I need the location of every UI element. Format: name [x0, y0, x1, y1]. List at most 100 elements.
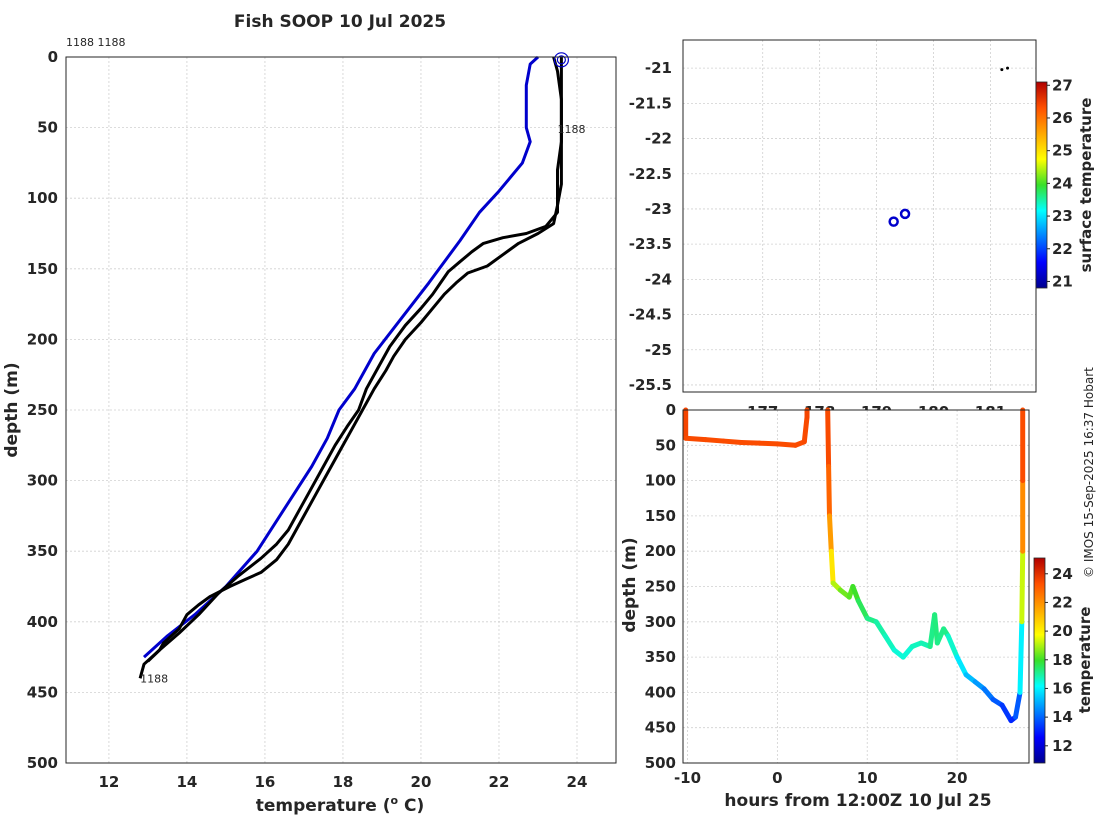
time-depth-y-tick-label: 300	[645, 613, 676, 631]
profile-down-line	[146, 57, 563, 663]
pass-2-segment	[828, 548, 836, 586]
map-y-tick-label: -23.5	[629, 235, 672, 253]
time-depth-y-tick-label: 450	[645, 719, 676, 737]
pass-2-segment	[945, 633, 960, 660]
pass-2-segment	[954, 654, 969, 678]
pass-2-segment	[1017, 619, 1025, 695]
map-track-dot	[1000, 68, 1004, 72]
map-y-tick-label: -22.5	[629, 165, 672, 183]
map-colorbar-tick-label: 27	[1052, 76, 1073, 94]
profile-x-tick-label: 14	[176, 773, 197, 791]
profile-y-tick-label: 450	[27, 683, 58, 701]
time-depth-y-tick-label: 350	[645, 648, 676, 666]
pass-2-segment	[999, 702, 1014, 724]
profile-axes-box	[65, 56, 617, 764]
map-y-tick-label: -24	[645, 270, 672, 288]
chart-title: Fish SOOP 10 Jul 2025	[234, 12, 446, 32]
map-y-tick-label: -22	[645, 130, 672, 148]
map-colorbar-tick-label: 24	[1052, 174, 1073, 192]
pass-2-segment	[873, 619, 888, 639]
temperature-colorbar-tick-label: 12	[1052, 737, 1073, 755]
pass-1-segment	[756, 440, 780, 447]
profile-up-line	[138, 56, 563, 679]
map-colorbar-tick-label: 26	[1052, 109, 1073, 127]
pass-2-segment	[826, 513, 834, 554]
profile-y-tick-label: 100	[27, 189, 58, 207]
map-colorbar	[1035, 81, 1048, 289]
profile-start-marker-inner	[556, 55, 566, 65]
pass-1-segment	[774, 441, 798, 448]
map-colorbar-tick-label: 25	[1052, 142, 1073, 160]
temperature-colorbar-tick-label: 16	[1052, 679, 1073, 697]
temperature-colorbar	[1033, 557, 1046, 764]
pass-2-segment	[826, 463, 832, 519]
profile-y-tick-label: 50	[37, 119, 58, 137]
time-depth-y-tick-label: 100	[645, 472, 676, 490]
profile-x-axis-label: temperature (o C)	[256, 794, 425, 816]
profile-annotation: 1188	[557, 123, 585, 136]
time-depth-y-tick-label: 250	[645, 578, 676, 596]
map-colorbar-tick-label: 21	[1052, 272, 1073, 290]
map-track-dot	[1006, 66, 1010, 70]
map-colorbar-tick-label: 22	[1052, 240, 1073, 258]
pass-2-segment	[1019, 548, 1026, 625]
time-depth-y-tick-label: 150	[645, 507, 676, 525]
map-colorbar-label: surface temperature	[1077, 98, 1095, 273]
time-depth-axes-box	[682, 409, 1030, 764]
profile-y-tick-label: 150	[27, 260, 58, 278]
profile-x-tick-label: 18	[333, 773, 354, 791]
profile-chart: Fish SOOP 10 Jul 2025 1188 1188 1188 1188…	[2, 12, 617, 816]
time-depth-x-tick-label: -10	[674, 769, 701, 787]
temperature-colorbar-tick-label: 20	[1052, 622, 1073, 640]
time-depth-y-tick-label: 400	[645, 683, 676, 701]
temperature-colorbar-label: temperature	[1076, 607, 1094, 714]
temperature-colorbar-tick-label: 22	[1052, 593, 1073, 611]
map-y-tick-label: -21.5	[629, 94, 672, 112]
map-y-tick-label: -24.5	[629, 306, 672, 324]
profile-y-tick-label: 400	[27, 613, 58, 631]
map-y-tick-label: -23	[645, 200, 672, 218]
pass-1-segment	[720, 438, 744, 445]
time-depth-x-tick-label: 20	[947, 769, 968, 787]
pass-2-segment	[882, 633, 897, 653]
pass-2-segment	[1013, 689, 1023, 720]
map-y-tick-label: -25	[645, 341, 672, 359]
profile-x-tick-label: 24	[567, 773, 588, 791]
profile-x-tick-label: 22	[489, 773, 510, 791]
map-position-marker	[888, 216, 899, 227]
temperature-colorbar-tick-label: 18	[1052, 651, 1073, 669]
time-depth-y-tick-label: 0	[666, 401, 676, 419]
pass-2-segment	[850, 584, 861, 604]
profile-top-labels: 1188 1188	[66, 36, 126, 49]
map-chart: 177178179180181-21-21.5-22-22.5-23-23.5-…	[629, 39, 1095, 421]
map-colorbar-tick-label: 23	[1052, 207, 1073, 225]
profile-annotation: 1188	[140, 672, 168, 685]
time-depth-y-tick-label: 200	[645, 542, 676, 560]
profile-y-axis-label: depth (m)	[2, 362, 22, 457]
time-depth-y-tick-label: 50	[655, 436, 676, 454]
profile-start-marker	[553, 52, 569, 68]
time-depth-y-axis-label: depth (m)	[620, 537, 640, 632]
profile-y-tick-label: 250	[27, 401, 58, 419]
pass-1-segment	[801, 414, 810, 445]
profile-y-tick-label: 200	[27, 330, 58, 348]
pass-1-segment	[683, 435, 708, 443]
time-depth-x-axis-label: hours from 12:00Z 10 Jul 25	[724, 791, 991, 811]
temperature-colorbar-tick-label: 24	[1052, 565, 1073, 583]
pass-2-segment	[825, 407, 832, 469]
profile-x-tick-label: 16	[254, 773, 275, 791]
imos-credit: © IMOS 15-Sep-2025 16:37 Hobart	[1082, 367, 1096, 578]
time-depth-x-tick-label: 10	[857, 769, 878, 787]
pass-1-segment	[702, 437, 726, 444]
time-depth-y-tick-label: 500	[645, 754, 676, 772]
climatology-line	[142, 55, 540, 659]
map-position-marker	[899, 208, 911, 220]
map-y-tick-label: -21	[645, 59, 672, 77]
profile-y-tick-label: 500	[27, 754, 58, 772]
profile-x-tick-label: 20	[411, 773, 432, 791]
time-depth-x-tick-label: 0	[772, 769, 782, 787]
profile-x-tick-label: 12	[98, 773, 119, 791]
profile-y-tick-label: 350	[27, 542, 58, 560]
